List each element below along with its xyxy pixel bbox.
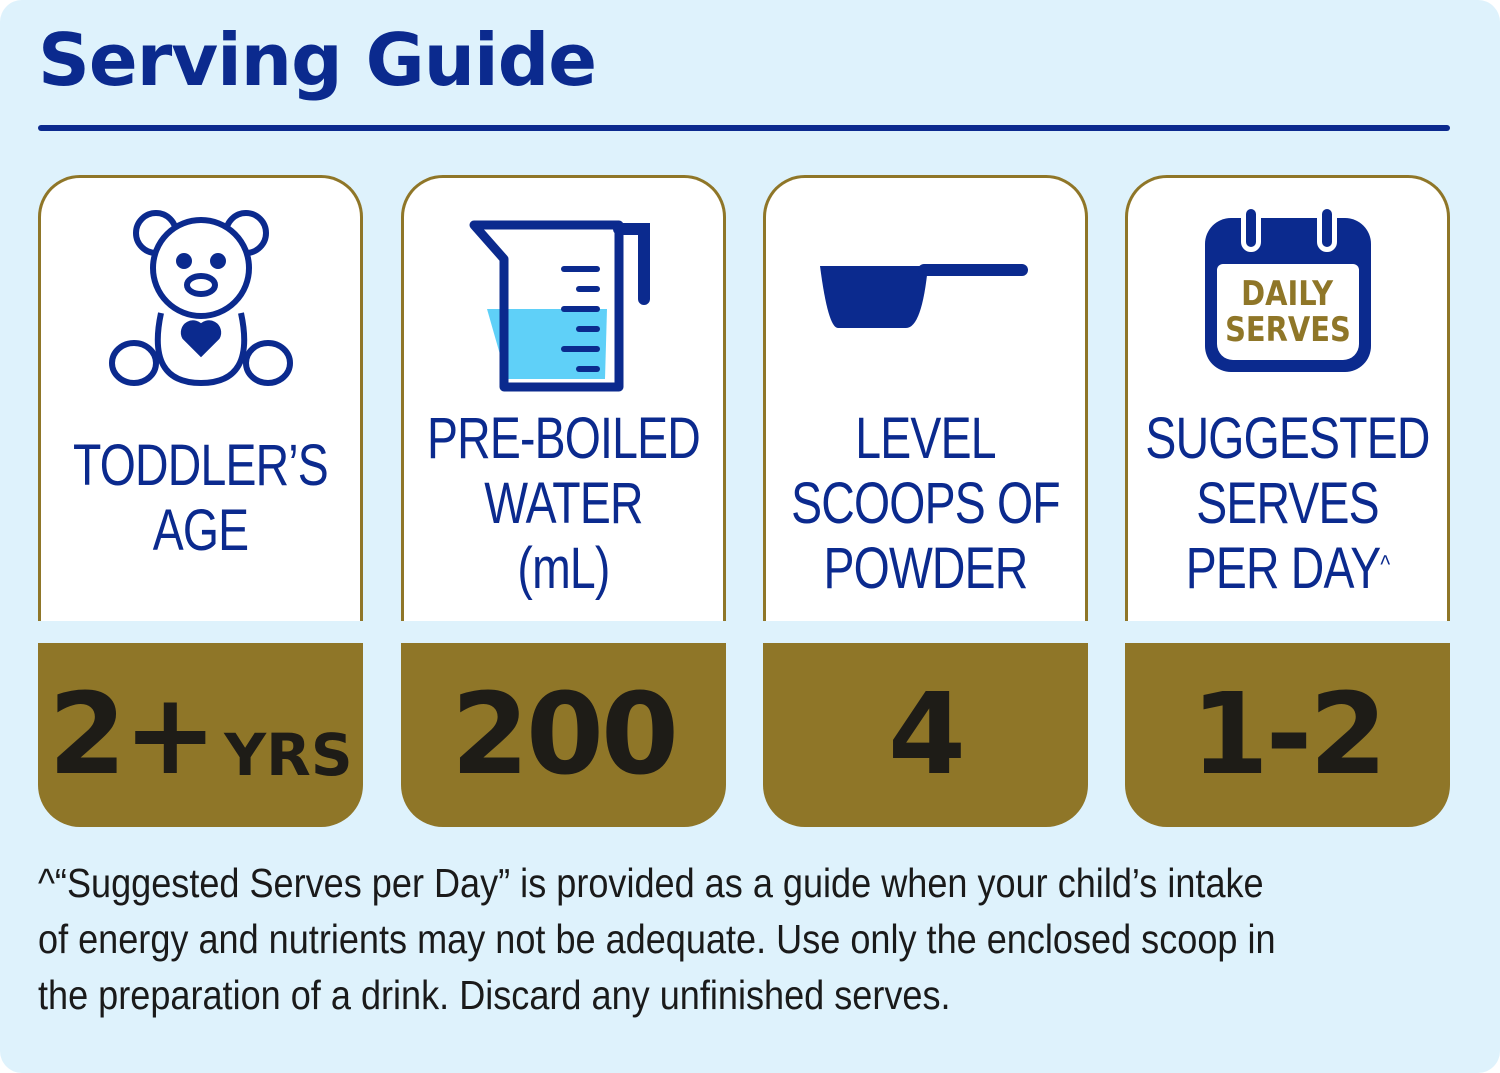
value-scoops: 4	[763, 643, 1088, 827]
calendar-text: DAILY	[1241, 274, 1334, 314]
value-unit: YRS	[224, 721, 353, 789]
card-label: TODDLER’S AGE	[41, 433, 360, 563]
label-text: PER DAY	[1185, 536, 1381, 601]
title-divider	[38, 125, 1450, 131]
measuring-jug-icon	[404, 206, 723, 406]
card-toddler-age: TODDLER’S AGE	[38, 175, 363, 621]
label-line: SERVES	[1196, 471, 1379, 536]
card-serves: DAILY SERVES SUGGESTED SERVES PER DAY^	[1125, 175, 1450, 621]
footnote: ^“Suggested Serves per Day” is provided …	[38, 860, 1276, 1018]
card-label: SUGGESTED SERVES PER DAY^	[1128, 406, 1447, 601]
value-toddler-age: 2+ YRS	[38, 643, 363, 827]
scoop-icon	[766, 198, 1085, 398]
label-line: POWDER	[823, 536, 1029, 601]
page-title: Serving Guide	[38, 18, 597, 102]
label-line: TODDLER’S	[73, 433, 329, 498]
label-line: SUGGESTED	[1145, 406, 1430, 471]
card-label: PRE-BOILED WATER (mL)	[404, 406, 723, 601]
card-water: PRE-BOILED WATER (mL)	[401, 175, 726, 621]
value-number: 1-2	[1190, 670, 1387, 800]
value-number: 4	[888, 670, 966, 800]
card-scoops: LEVEL SCOOPS OF POWDER	[763, 175, 1088, 621]
label-line: LEVEL	[855, 406, 996, 471]
label-line: WATER	[484, 471, 643, 536]
card-label: LEVEL SCOOPS OF POWDER	[766, 406, 1085, 601]
calendar-text: SERVES	[1224, 310, 1351, 350]
label-line: AGE	[152, 498, 249, 563]
teddy-bear-icon	[41, 198, 360, 398]
label-line: SCOOPS OF	[791, 471, 1060, 536]
footnote-marker: ^	[1380, 549, 1390, 579]
value-serves: 1-2	[1125, 643, 1450, 827]
label-line: (mL)	[517, 536, 610, 601]
label-line: PRE-BOILED	[426, 406, 701, 471]
value-number: 2+	[48, 670, 217, 800]
value-number: 200	[451, 670, 679, 800]
label-line: PER DAY^	[1128, 536, 1447, 601]
calendar-icon: DAILY SERVES	[1128, 198, 1447, 378]
value-water: 200	[401, 643, 726, 827]
